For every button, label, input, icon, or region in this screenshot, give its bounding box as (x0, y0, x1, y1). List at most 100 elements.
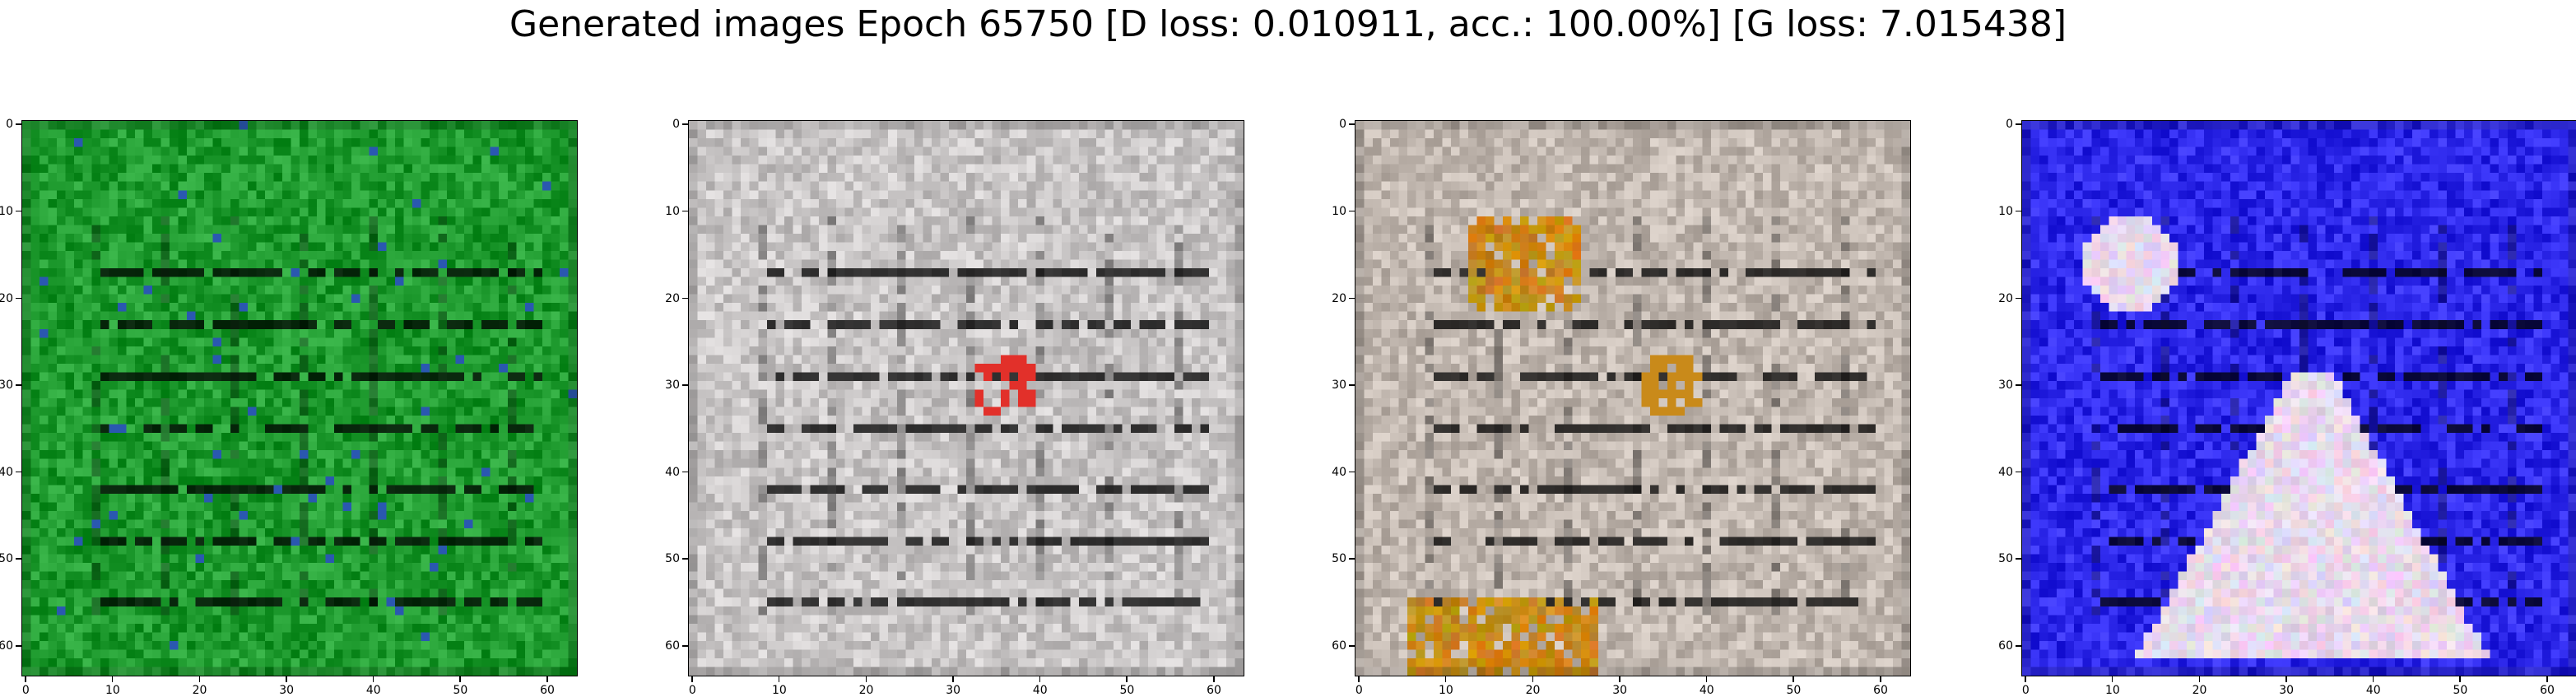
y-axis-tick-label: 20 (1332, 291, 1346, 305)
x-axis-tick-label: 10 (1438, 684, 1453, 697)
x-axis-tick (1880, 676, 1881, 682)
y-axis-tick-label: 40 (1332, 465, 1346, 479)
x-axis-tick-label: 0 (688, 684, 696, 697)
y-axis-tick (682, 645, 688, 647)
y-axis-tick (1349, 297, 1355, 300)
y-axis-tick-label: 20 (0, 291, 13, 305)
generated-image-canvas (1355, 121, 1910, 676)
x-axis-tick (1793, 676, 1794, 682)
x-axis-tick-label: 30 (2279, 684, 2295, 697)
y-axis-tick-label: 0 (1339, 118, 1346, 132)
x-axis-tick (2285, 676, 2287, 682)
y-axis-tick-label: 20 (665, 291, 680, 305)
generated-image-canvas (2022, 121, 2576, 676)
x-axis-tick-label: 60 (1207, 684, 1221, 697)
x-axis-tick-label: 0 (2021, 684, 2030, 697)
x-axis-tick-label: 10 (2104, 684, 2120, 697)
y-axis-tick (2016, 645, 2021, 647)
y-axis-tick (16, 210, 21, 212)
x-axis-tick (1126, 676, 1128, 682)
y-axis-tick-label: 50 (1998, 552, 2013, 566)
y-axis-tick (2016, 471, 2021, 473)
y-axis-tick-label: 30 (665, 379, 680, 393)
x-axis-tick-label: 20 (1525, 684, 1541, 697)
x-axis-tick-label: 40 (2365, 684, 2381, 697)
y-axis-tick-label: 30 (1332, 379, 1346, 393)
y-axis-tick-label: 10 (1332, 204, 1346, 218)
generated-image-4 (2021, 120, 2576, 676)
y-axis-tick-label: 0 (6, 118, 13, 132)
y-axis-tick-label: 60 (665, 639, 680, 653)
x-axis-tick-label: 30 (279, 684, 295, 697)
x-axis-tick-label: 50 (453, 684, 468, 697)
y-axis-tick-label: 30 (0, 379, 13, 393)
x-axis-tick (865, 676, 867, 682)
y-axis-tick-label: 20 (1998, 291, 2013, 305)
y-axis-tick (2016, 297, 2021, 300)
x-axis-tick (1532, 676, 1534, 682)
y-axis-tick (682, 558, 688, 560)
x-axis-tick (459, 676, 461, 682)
y-axis-tick-label: 50 (665, 552, 680, 566)
figure-title: Generated images Epoch 65750 [D loss: 0.… (509, 3, 2067, 45)
x-axis-tick-label: 40 (1699, 684, 1714, 697)
x-axis-tick-label: 20 (858, 684, 874, 697)
y-axis-tick (2016, 123, 2021, 125)
x-axis-tick (546, 676, 548, 682)
y-axis-tick (1349, 471, 1355, 473)
y-axis-tick-label: 50 (1332, 552, 1346, 566)
y-axis-tick-label: 40 (1998, 465, 2013, 479)
y-axis-tick-label: 10 (665, 204, 680, 218)
x-axis-tick (1444, 676, 1447, 682)
y-axis-tick (1349, 558, 1355, 560)
y-axis-tick (682, 384, 688, 386)
generated-image-canvas (22, 121, 577, 676)
x-axis-tick (691, 676, 693, 682)
y-axis-tick-label: 40 (0, 465, 13, 479)
y-axis-tick (1349, 384, 1355, 386)
y-axis-tick (1349, 645, 1355, 647)
generated-image-canvas (689, 121, 1244, 676)
x-axis-tick-label: 20 (2192, 684, 2207, 697)
x-axis-tick-label: 10 (105, 684, 120, 697)
x-axis-tick (952, 676, 954, 682)
x-axis-tick (778, 676, 780, 682)
x-axis-tick-label: 60 (2540, 684, 2555, 697)
generated-image-1 (21, 120, 578, 676)
y-axis-tick (16, 297, 21, 300)
x-axis-tick (1619, 676, 1620, 682)
x-axis-tick-label: 20 (192, 684, 207, 697)
y-axis-tick (1349, 210, 1355, 212)
y-axis-tick (16, 645, 21, 647)
x-axis-tick-label: 0 (21, 684, 30, 697)
x-axis-tick (1213, 676, 1215, 682)
x-axis-tick-label: 30 (946, 684, 961, 697)
x-axis-tick (2372, 676, 2374, 682)
x-axis-tick (25, 676, 26, 682)
y-axis-tick (16, 558, 21, 560)
y-axis-tick (1349, 123, 1355, 125)
y-axis-tick-label: 10 (0, 204, 13, 218)
x-axis-tick (2198, 676, 2201, 682)
y-axis-tick (16, 123, 21, 125)
x-axis-tick (286, 676, 287, 682)
y-axis-tick (682, 123, 688, 125)
y-axis-tick-label: 60 (1998, 639, 2013, 653)
y-axis-tick (16, 384, 21, 386)
x-axis-tick (111, 676, 114, 682)
x-axis-tick-label: 30 (1612, 684, 1628, 697)
x-axis-tick-label: 40 (1032, 684, 1048, 697)
y-axis-tick-label: 0 (672, 118, 680, 132)
x-axis-tick (1358, 676, 1360, 682)
y-axis-tick (2016, 384, 2021, 386)
y-axis-tick (2016, 210, 2021, 212)
y-axis-tick-label: 40 (665, 465, 680, 479)
x-axis-tick (1705, 676, 1708, 682)
x-axis-tick (2025, 676, 2026, 682)
x-axis-tick (198, 676, 201, 682)
x-axis-tick (2111, 676, 2113, 682)
x-axis-tick-label: 60 (1873, 684, 1888, 697)
y-axis-tick (682, 471, 688, 473)
x-axis-tick-label: 60 (540, 684, 555, 697)
y-axis-tick-label: 10 (1998, 204, 2013, 218)
